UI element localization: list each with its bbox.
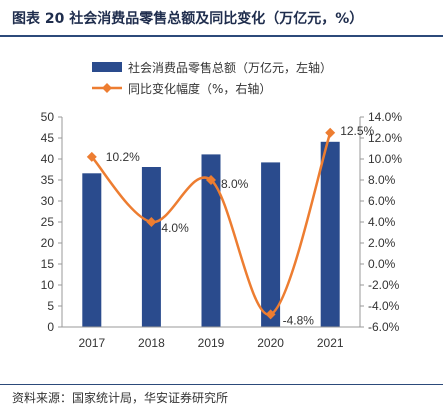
right-tick-label: 8.0% — [368, 173, 396, 187]
data-label-2021: 12.5% — [340, 124, 374, 138]
line-point-2017 — [86, 151, 97, 162]
data-label-2018: 4.0% — [161, 221, 189, 235]
data-labels: 10.2% 4.0% 8.0% -4.8% 12.5% — [106, 124, 375, 328]
line-point-2021 — [325, 127, 336, 138]
left-tick-label: 40 — [41, 152, 55, 166]
line-series — [86, 127, 336, 320]
page-title: 图表 20 社会消费品零售总额及同比变化（万亿元，%） — [12, 11, 364, 27]
yoy-line — [90, 132, 332, 316]
x-tick-label-2020: 2020 — [257, 336, 284, 350]
left-tick-label: 30 — [41, 194, 55, 208]
bar-2019 — [201, 154, 221, 327]
left-tick-label: 35 — [41, 173, 55, 187]
source-note: 资料来源：国家统计局，华安证券研究所 — [12, 391, 229, 405]
line-point-2020 — [265, 309, 276, 320]
legend: 社会消费品零售总额（万亿元，左轴） 同比变化幅度（%，右轴） — [92, 60, 332, 96]
right-tick-label: -4.0% — [368, 299, 400, 313]
bar-2018 — [141, 167, 161, 327]
left-tick-label: 50 — [41, 110, 55, 124]
bar-2017 — [82, 173, 102, 327]
right-tick-label: 10.0% — [368, 152, 402, 166]
left-tick-label: 20 — [41, 236, 55, 250]
right-tick-label: 0.0% — [368, 257, 396, 271]
line-point-2019 — [206, 175, 216, 185]
x-tick-label-2019: 2019 — [198, 336, 225, 350]
legend-bar-swatch — [92, 62, 122, 72]
data-label-2019: 8.0% — [221, 177, 249, 191]
x-tick-label-2021: 2021 — [317, 336, 344, 350]
left-tick-label: 25 — [41, 215, 55, 229]
line-point-2018 — [146, 217, 157, 227]
right-tick-label: 14.0% — [368, 110, 402, 124]
axes: 0 5 10 15 20 25 30 35 40 45 50 -6.0% -4.0% -2.0% 0.0% 2… — [41, 110, 403, 350]
right-tick-label: 4.0% — [368, 215, 396, 229]
data-label-2020: -4.8% — [283, 313, 315, 327]
left-tick-label: 0 — [47, 320, 54, 334]
bar-2021 — [320, 141, 340, 327]
x-tick-label-2017: 2017 — [78, 336, 105, 350]
data-label-2017: 10.2% — [106, 150, 140, 164]
left-tick-label: 5 — [47, 299, 54, 313]
legend-line-marker — [102, 83, 112, 93]
right-tick-label: 12.0% — [368, 131, 402, 145]
right-tick-label: -2.0% — [368, 278, 400, 292]
legend-bar-label: 社会消费品零售总额（万亿元，左轴） — [128, 60, 332, 75]
right-tick-label: 2.0% — [368, 236, 396, 250]
left-tick-label: 10 — [41, 278, 55, 292]
footer-divider — [0, 384, 443, 385]
x-tick-label-2018: 2018 — [138, 336, 165, 350]
legend-line-label: 同比变化幅度（%，右轴） — [128, 81, 271, 96]
left-tick-label: 15 — [41, 257, 55, 271]
left-tick-label: 45 — [41, 131, 55, 145]
bar-2020 — [261, 162, 281, 327]
title-divider — [0, 35, 443, 37]
bar-series — [82, 141, 340, 327]
right-tick-label: -6.0% — [368, 320, 400, 334]
right-tick-label: 6.0% — [368, 194, 396, 208]
